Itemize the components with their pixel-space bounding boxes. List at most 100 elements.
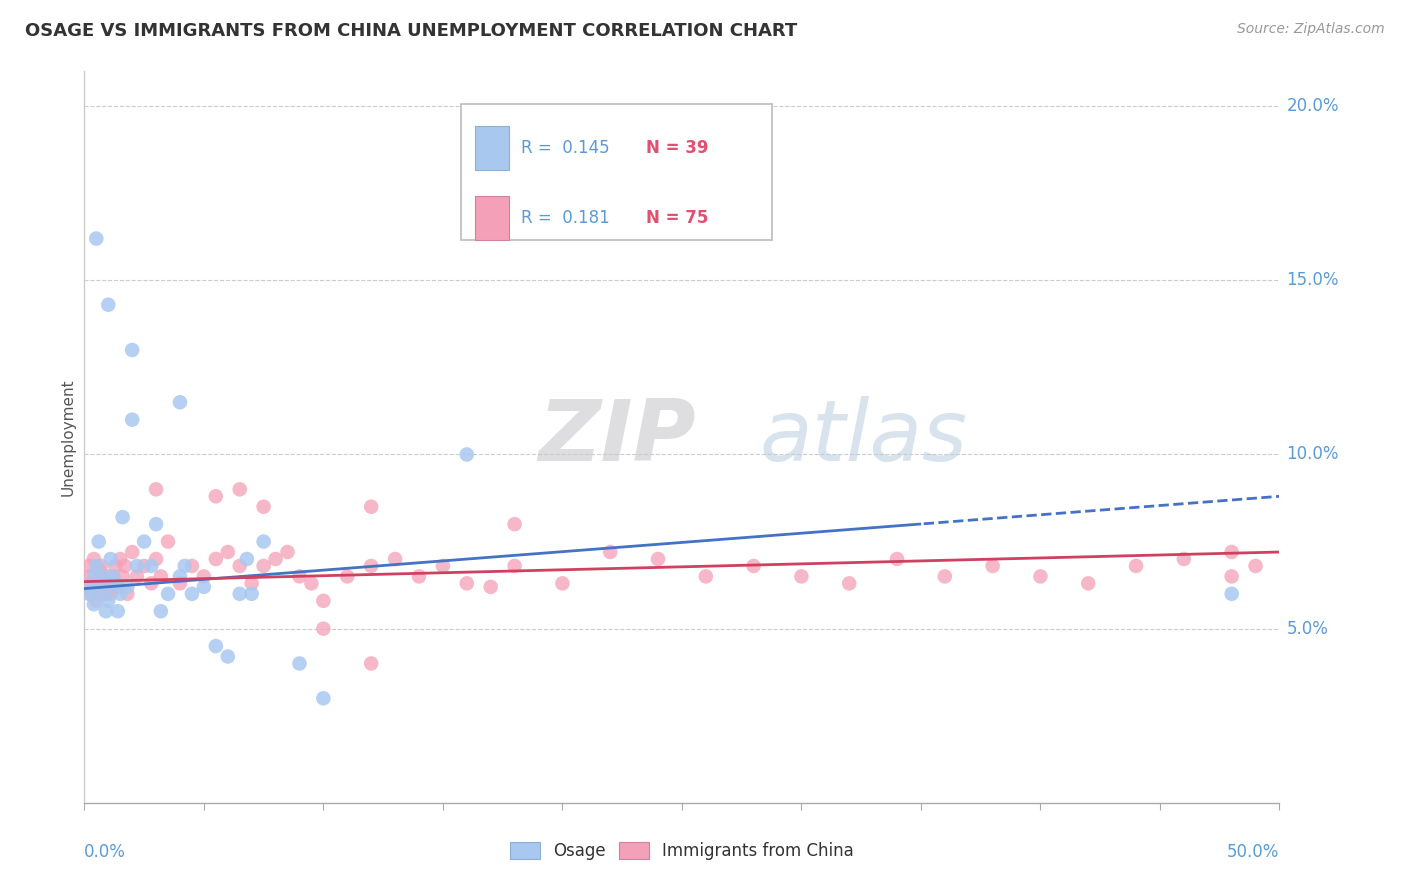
Point — [90, 587, 112, 601]
Point — [312, 622, 335, 636]
Point — [1244, 558, 1267, 573]
Point — [101, 569, 124, 583]
Point — [86, 594, 108, 608]
Point — [205, 552, 228, 566]
Point — [981, 558, 1004, 573]
FancyBboxPatch shape — [461, 104, 772, 240]
Point — [173, 558, 195, 573]
Point — [264, 552, 287, 566]
Point — [240, 587, 263, 601]
Point — [253, 558, 276, 573]
Point — [97, 580, 120, 594]
Point — [111, 569, 134, 583]
Text: N = 39: N = 39 — [647, 139, 709, 157]
Point — [149, 569, 172, 583]
Point — [87, 534, 110, 549]
Point — [90, 558, 112, 573]
Text: ZIP: ZIP — [538, 395, 696, 479]
Point — [83, 597, 105, 611]
Text: 5.0%: 5.0% — [1286, 620, 1329, 638]
Point — [86, 231, 108, 245]
Point — [93, 576, 115, 591]
Point — [205, 639, 228, 653]
Point — [93, 569, 115, 583]
Point — [132, 558, 156, 573]
Point — [503, 558, 526, 573]
Point — [86, 576, 108, 591]
Point — [312, 691, 335, 706]
Point — [111, 510, 134, 524]
Point — [217, 545, 239, 559]
Point — [90, 569, 112, 583]
Point — [503, 517, 526, 532]
Point — [80, 576, 103, 591]
Point — [253, 534, 276, 549]
Point — [432, 558, 454, 573]
Point — [87, 580, 110, 594]
Point — [149, 604, 172, 618]
Point — [107, 580, 129, 594]
Point — [125, 558, 148, 573]
Point — [97, 594, 120, 608]
Point — [80, 580, 103, 594]
Point — [229, 587, 252, 601]
Point — [790, 569, 813, 583]
Point — [157, 534, 180, 549]
Text: 15.0%: 15.0% — [1286, 271, 1339, 289]
Point — [934, 569, 956, 583]
Point — [132, 534, 156, 549]
Text: N = 75: N = 75 — [647, 209, 709, 227]
Point — [599, 545, 621, 559]
Point — [360, 500, 382, 514]
Point — [87, 576, 110, 591]
Legend: Osage, Immigrants from China: Osage, Immigrants from China — [510, 842, 853, 860]
Point — [117, 580, 139, 594]
Point — [288, 569, 311, 583]
Point — [104, 576, 127, 591]
Point — [83, 569, 105, 583]
Point — [145, 483, 167, 497]
Point — [1029, 569, 1052, 583]
Text: Source: ZipAtlas.com: Source: ZipAtlas.com — [1237, 22, 1385, 37]
Point — [236, 552, 259, 566]
Point — [360, 657, 382, 671]
Point — [107, 604, 129, 618]
Point — [1125, 558, 1147, 573]
Point — [301, 576, 323, 591]
Text: 50.0%: 50.0% — [1227, 843, 1279, 861]
Text: atlas: atlas — [759, 395, 967, 479]
Point — [181, 558, 204, 573]
Point — [104, 558, 127, 573]
Bar — [475, 195, 509, 240]
Point — [121, 545, 143, 559]
Point — [77, 587, 100, 601]
Point — [456, 448, 478, 462]
Point — [229, 483, 252, 497]
Text: OSAGE VS IMMIGRANTS FROM CHINA UNEMPLOYMENT CORRELATION CHART: OSAGE VS IMMIGRANTS FROM CHINA UNEMPLOYM… — [25, 22, 797, 40]
Point — [277, 545, 299, 559]
Point — [695, 569, 717, 583]
Point — [288, 657, 311, 671]
Point — [141, 576, 163, 591]
Text: 20.0%: 20.0% — [1286, 97, 1339, 115]
Point — [97, 569, 120, 583]
Point — [1173, 552, 1195, 566]
Point — [145, 552, 167, 566]
Point — [77, 558, 100, 573]
Point — [1077, 576, 1099, 591]
Point — [193, 569, 215, 583]
Point — [647, 552, 669, 566]
Point — [141, 558, 163, 573]
Point — [886, 552, 908, 566]
Point — [80, 587, 103, 601]
Point — [77, 569, 100, 583]
Point — [217, 649, 239, 664]
Bar — [475, 126, 509, 170]
Text: 0.0%: 0.0% — [84, 843, 127, 861]
Point — [157, 587, 180, 601]
Text: 10.0%: 10.0% — [1286, 445, 1339, 464]
Point — [94, 587, 117, 601]
Point — [169, 395, 191, 409]
Point — [100, 587, 122, 601]
Point — [145, 517, 167, 532]
